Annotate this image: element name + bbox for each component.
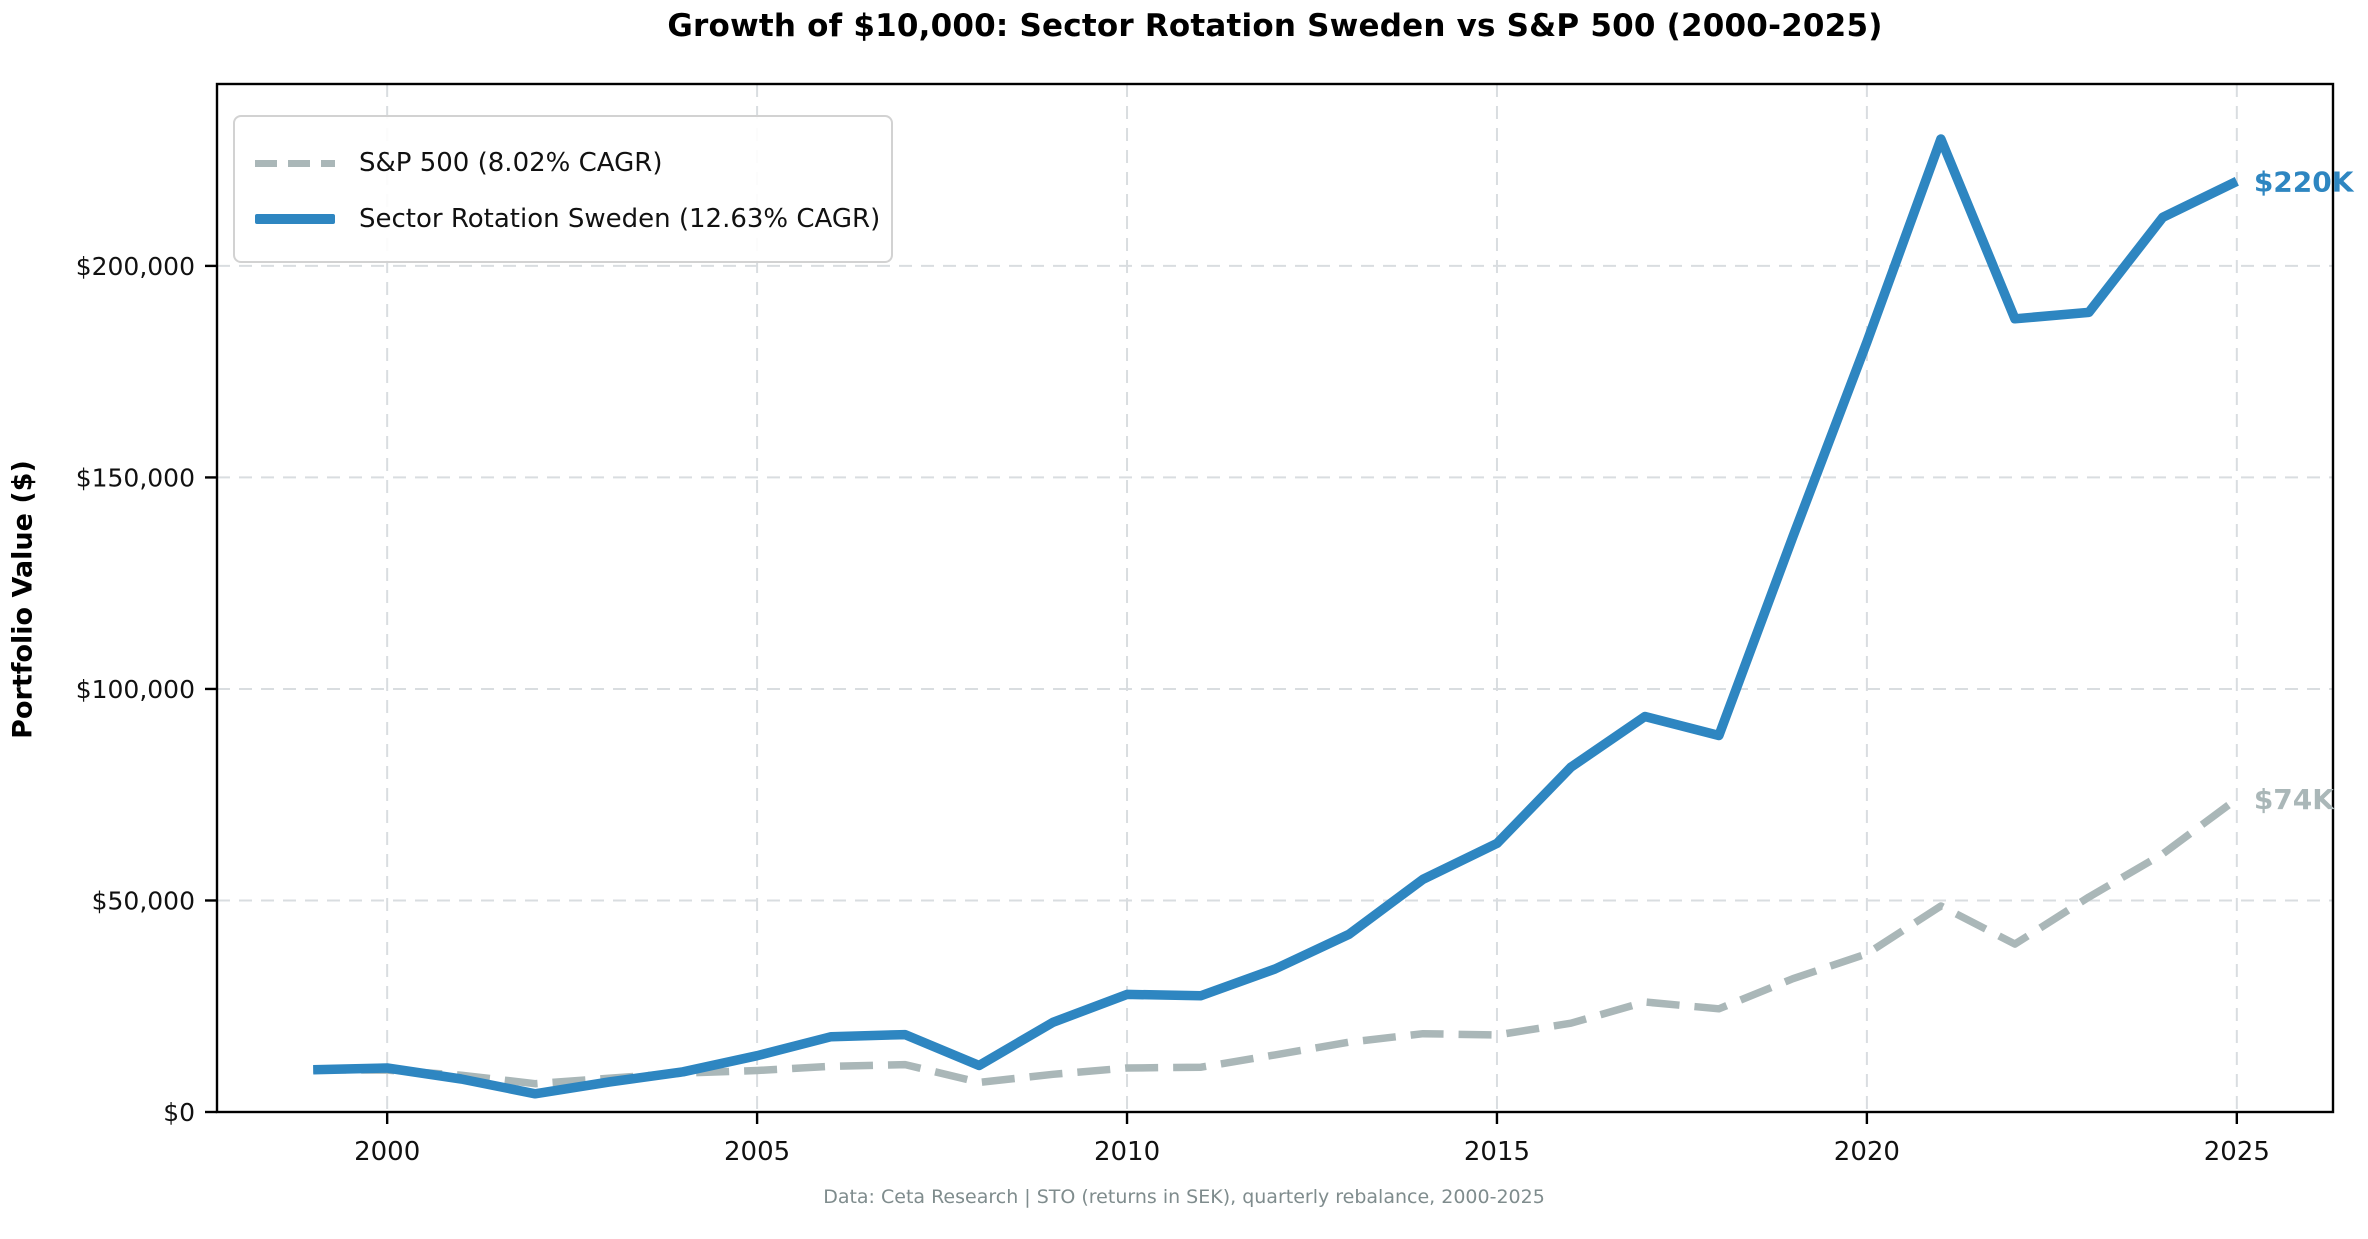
data-source-footer: Data: Ceta Research | STO (returns in SE… — [823, 1186, 1545, 1208]
legend-label-sp500: S&P 500 (8.02% CAGR) — [359, 148, 663, 178]
y-tick-label: $200,000 — [76, 252, 195, 281]
y-tick-label: $0 — [163, 1098, 195, 1127]
legend-label-sweden: Sector Rotation Sweden (12.63% CAGR) — [359, 204, 881, 234]
x-tick-label: 2025 — [2204, 1137, 2270, 1167]
sweden-solid-line-swatch — [255, 214, 335, 224]
x-tick-label: 2000 — [354, 1137, 420, 1167]
x-tick-label: 2015 — [1464, 1137, 1530, 1167]
y-tick-label: $100,000 — [76, 675, 195, 704]
sweden-line — [313, 134, 2239, 1099]
x-tick-label: 2020 — [1834, 1137, 1900, 1167]
sp500-dashed-line-swatch — [255, 159, 335, 167]
sweden-end-value-label: $220K — [2254, 165, 2355, 198]
y-tick-label: $50,000 — [92, 886, 195, 915]
y-tick-label: $150,000 — [76, 463, 195, 492]
y-axis-label: Portfolio Value ($) — [7, 460, 39, 739]
chart-title: Growth of $10,000: Sector Rotation Swede… — [667, 8, 1883, 44]
sp500-line — [313, 795, 2240, 1088]
sp500-end-value-label: $74K — [2254, 783, 2335, 816]
plot-frame — [215, 82, 2335, 1114]
x-tick-label: 2010 — [1094, 1137, 1160, 1167]
legend: S&P 500 (8.02% CAGR) Sector Rotation Swe… — [233, 115, 893, 263]
x-tick-label: 2005 — [724, 1137, 790, 1167]
legend-item-sp500: S&P 500 (8.02% CAGR) — [255, 135, 867, 191]
legend-item-sweden: Sector Rotation Sweden (12.63% CAGR) — [255, 191, 880, 247]
